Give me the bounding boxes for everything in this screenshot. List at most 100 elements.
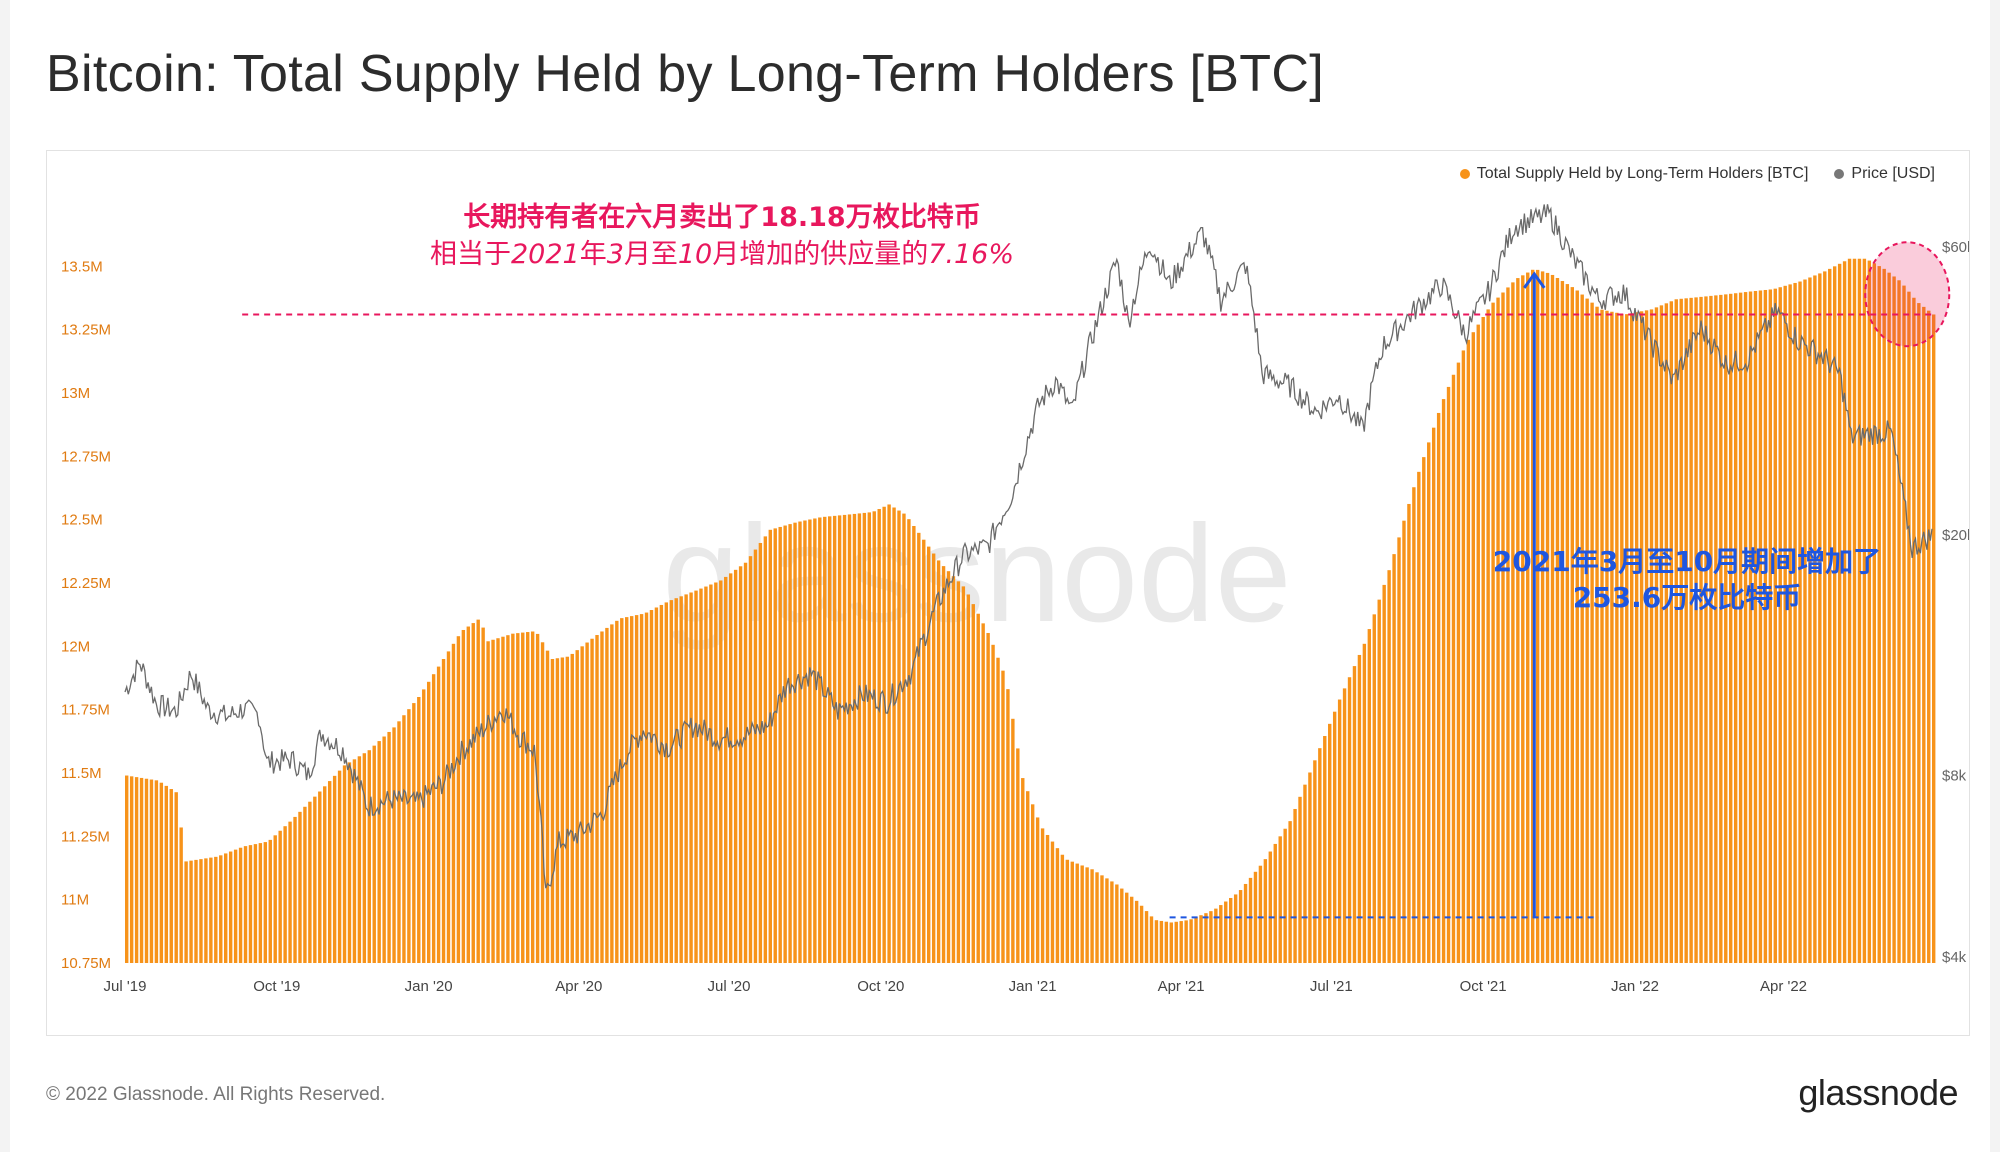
supply-bar (273, 835, 277, 963)
supply-bar (1654, 307, 1659, 963)
supply-bar (1417, 471, 1421, 963)
supply-bar (1927, 310, 1931, 963)
supply-bar (189, 860, 193, 963)
supply-bar (352, 759, 357, 963)
supply-bar (917, 532, 921, 963)
legend-item-lth-supply[interactable]: Total Supply Held by Long-Term Holders [… (1459, 165, 1808, 183)
supply-bar (224, 853, 228, 963)
supply-bar (837, 515, 842, 963)
supply-bar (610, 624, 614, 963)
supply-bar (674, 598, 678, 963)
supply-bar (550, 659, 555, 963)
supply-bar (1932, 314, 1936, 964)
supply-bar (1248, 877, 1253, 963)
supply-bar (1075, 863, 1079, 963)
supply-bar (1877, 266, 1881, 964)
supply-bar (526, 632, 530, 963)
supply-bar (1808, 277, 1812, 964)
supply-bar (125, 775, 129, 963)
glassnode-logo[interactable]: glassnode (1798, 1072, 1958, 1113)
supply-bar (1521, 275, 1525, 963)
supply-bar (426, 681, 431, 963)
supply-bar (1243, 883, 1248, 963)
supply-bar (758, 542, 763, 963)
supply-bar (1540, 271, 1545, 963)
supply-bar (1347, 677, 1352, 963)
y-left-tick-label: 12.25M (61, 575, 111, 592)
supply-bar (243, 846, 248, 963)
arrow-up-icon (1523, 271, 1546, 289)
supply-bar (1199, 915, 1203, 963)
supply-bar (1085, 867, 1089, 963)
supply-bar (506, 635, 510, 963)
supply-bar (392, 727, 396, 963)
supply-bar (1630, 313, 1634, 963)
supply-bar (481, 627, 485, 963)
supply-bar (1392, 554, 1396, 963)
supply-bar (689, 592, 693, 963)
supply-bar (372, 745, 376, 963)
supply-bar (907, 519, 911, 963)
supply-bar (1258, 865, 1263, 963)
supply-bar (471, 623, 475, 963)
supply-bar (991, 644, 995, 963)
supply-bar (1585, 298, 1589, 964)
supply-bar (664, 602, 669, 963)
y-left-tick-label: 11.5M (61, 765, 102, 782)
supply-bar (1026, 791, 1030, 963)
supply-bar (1793, 282, 1797, 963)
supply-bar (927, 546, 931, 963)
legend: Total Supply Held by Long-Term Holders [… (1459, 165, 1935, 183)
supply-bar (1021, 778, 1025, 963)
supply-bar (1045, 834, 1050, 963)
supply-bar (986, 632, 990, 963)
x-tick-label: Oct '20 (857, 978, 904, 995)
supply-bar (1110, 881, 1114, 963)
supply-bar (1035, 817, 1040, 963)
supply-bar (793, 522, 797, 963)
supply-bar (719, 580, 723, 963)
supply-bar (194, 859, 198, 963)
supply-bar (605, 627, 609, 963)
supply-bar (620, 618, 624, 963)
x-tick-label: Jan '22 (1611, 978, 1659, 995)
supply-bar (1922, 306, 1926, 963)
supply-bar (1842, 261, 1847, 963)
supply-bar (1451, 374, 1456, 963)
supply-bar (1050, 841, 1055, 963)
supply-bar (174, 792, 178, 963)
supply-bar (253, 844, 258, 963)
supply-bar (318, 791, 322, 963)
supply-bar (600, 631, 604, 963)
supply-bar (268, 839, 272, 963)
supply-bar (402, 715, 406, 963)
y-right-tick-label: $8k (1942, 767, 1967, 784)
supply-bar (382, 736, 386, 963)
supply-bar (1233, 894, 1238, 963)
supply-bar (961, 586, 966, 963)
supply-bar (1491, 302, 1495, 963)
supply-bar (1634, 312, 1639, 963)
supply-bar (1377, 599, 1381, 964)
supply-bar (694, 590, 698, 963)
supply-bar (139, 777, 144, 963)
supply-bar (342, 765, 347, 963)
supply-bar (1511, 282, 1515, 963)
x-tick-label: Apr '22 (1760, 978, 1807, 995)
supply-bar (134, 777, 139, 963)
legend-item-price[interactable]: Price [USD] (1834, 165, 1935, 183)
supply-bar (996, 657, 1000, 963)
legend-dot-icon (1459, 169, 1470, 179)
supply-bar (283, 826, 287, 963)
supply-bar (1323, 736, 1327, 963)
supply-bar (1427, 442, 1431, 963)
supply-bar (1303, 784, 1307, 963)
supply-bar (956, 581, 961, 963)
supply-bar (1070, 861, 1074, 963)
supply-bar (466, 626, 470, 963)
supply-bar (852, 513, 857, 963)
supply-bar (1006, 689, 1010, 963)
supply-bar (1892, 276, 1896, 964)
y-left-tick-label: 13M (61, 385, 90, 402)
supply-bar (169, 789, 173, 963)
